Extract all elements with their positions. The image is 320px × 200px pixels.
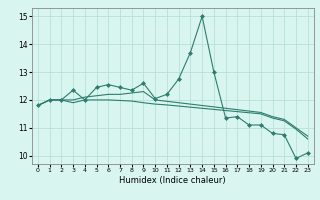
X-axis label: Humidex (Indice chaleur): Humidex (Indice chaleur) [119, 176, 226, 185]
